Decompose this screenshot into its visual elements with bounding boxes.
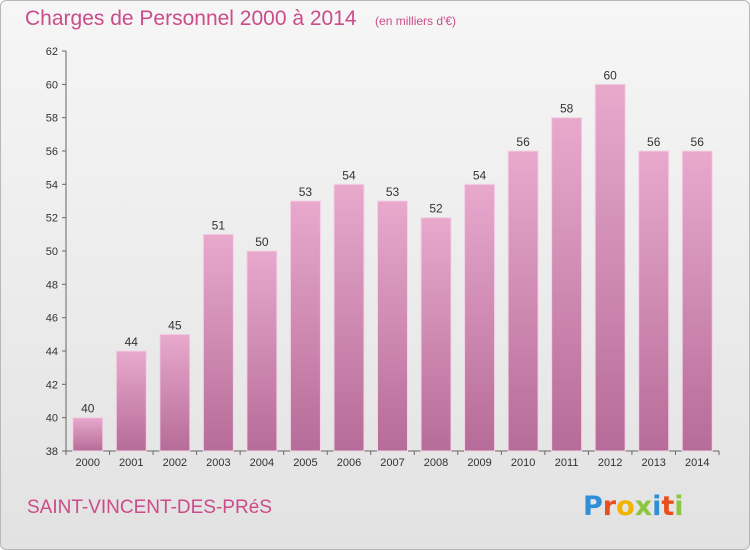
data-label-2011: 58 (560, 102, 574, 116)
y-tick-label: 40 (46, 413, 58, 425)
bar-2010 (507, 150, 539, 452)
bar-2011 (551, 117, 583, 452)
x-tick-label-2003: 2003 (206, 457, 230, 469)
x-tick-label-2000: 2000 (76, 457, 100, 469)
data-label-2004: 50 (255, 235, 269, 249)
y-tick-label: 56 (46, 146, 58, 158)
data-label-2003: 51 (212, 218, 226, 232)
x-tick-label-2002: 2002 (163, 457, 187, 469)
x-tick-label-2005: 2005 (293, 457, 317, 469)
data-label-2005: 53 (299, 185, 313, 199)
data-label-2010: 56 (516, 135, 530, 149)
logo-letter: x (634, 491, 653, 522)
chart-title: Charges de Personnel 2000 à 2014 (25, 7, 357, 30)
bar-2013 (638, 150, 670, 452)
x-tick-label-2014: 2014 (685, 457, 709, 469)
x-tick-label-2004: 2004 (250, 457, 274, 469)
x-tick-label-2007: 2007 (380, 457, 404, 469)
logo-letter: t (661, 491, 675, 522)
data-label-2002: 45 (168, 318, 182, 332)
bar-2006 (333, 183, 365, 452)
logo-letter: P (583, 491, 603, 522)
logo-letter: r (602, 491, 617, 522)
bar-2004 (246, 250, 278, 452)
x-tick-label-2008: 2008 (424, 457, 448, 469)
logo-letter: i (652, 491, 662, 522)
data-label-2007: 53 (386, 185, 400, 199)
data-label-2008: 52 (429, 202, 443, 216)
x-tick-label-2001: 2001 (119, 457, 143, 469)
bar-2003 (202, 233, 234, 452)
data-label-2012: 60 (603, 68, 617, 82)
town-name: SAINT-VINCENT-DES-PRéS (27, 497, 272, 518)
y-tick-label: 54 (46, 179, 58, 191)
logo-letter: o (616, 491, 635, 522)
data-label-2009: 54 (473, 168, 487, 182)
y-tick-label: 60 (46, 79, 58, 91)
x-tick-label-2009: 2009 (467, 457, 491, 469)
logo-letter: i (674, 491, 684, 522)
data-label-2014: 56 (691, 135, 705, 149)
bar-2002 (159, 333, 191, 452)
bar-2000 (72, 417, 104, 452)
y-tick-label: 52 (46, 213, 58, 225)
chart-subtitle: (en milliers d'€) (375, 14, 457, 28)
bar-2005 (289, 200, 321, 452)
data-label-2013: 56 (647, 135, 661, 149)
bar-2007 (377, 200, 408, 452)
y-tick-label: 58 (46, 113, 58, 125)
data-label-2006: 54 (342, 168, 356, 182)
y-tick-label: 38 (46, 446, 58, 458)
x-tick-label-2011: 2011 (555, 457, 579, 469)
bar-2012 (594, 83, 626, 452)
y-tick-label: 44 (46, 346, 58, 358)
proxiti-logo: Proxiti (583, 491, 684, 522)
x-tick-label-2013: 2013 (641, 457, 665, 469)
bar-2014 (681, 150, 713, 452)
data-label-2000: 40 (81, 402, 95, 416)
chart-bars: 40 44 45 51 50 53 54 53 52 54 56 58 60 56 56 (72, 68, 713, 452)
x-tick-label-2010: 2010 (511, 457, 535, 469)
y-tick-label: 46 (46, 313, 58, 325)
data-label-2001: 44 (125, 335, 139, 349)
y-tick-label: 48 (46, 279, 58, 291)
y-tick-label: 42 (46, 379, 58, 391)
bar-2008 (420, 217, 452, 452)
bar-2009 (464, 183, 496, 452)
title-row: Charges de Personnel 2000 à 2014 (en mil… (25, 7, 456, 31)
bar-2001 (115, 350, 147, 452)
x-tick-label-2006: 2006 (337, 457, 361, 469)
y-tick-label: 50 (46, 246, 58, 258)
y-tick-label: 62 (46, 46, 58, 58)
x-tick-label-2012: 2012 (598, 457, 622, 469)
